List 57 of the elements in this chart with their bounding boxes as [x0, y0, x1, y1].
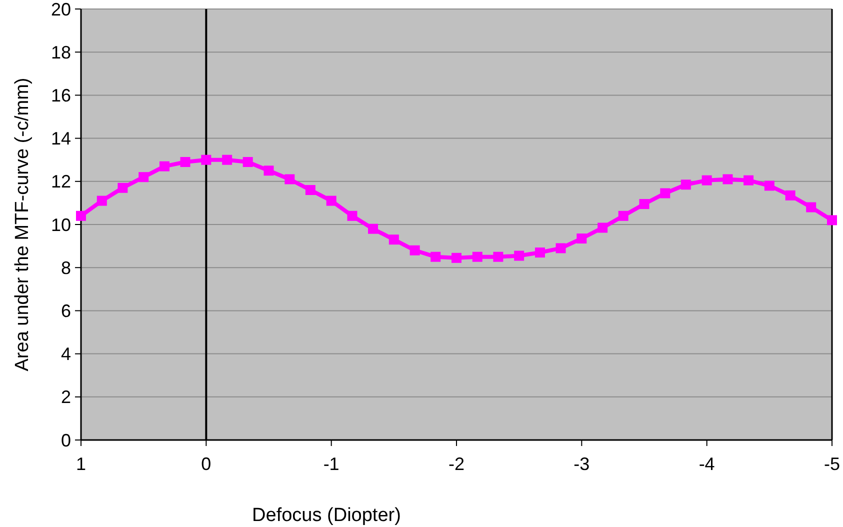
point: [326, 196, 336, 206]
x-tick-label: -5: [824, 454, 840, 474]
point: [680, 180, 691, 190]
point: [827, 215, 837, 226]
point: [305, 185, 316, 196]
y-tick-label: 20: [50, 0, 71, 20]
y-tick-label: 12: [50, 172, 71, 192]
point: [493, 252, 504, 262]
point: [556, 243, 566, 254]
x-tick-label: 1: [76, 454, 86, 474]
point: [514, 250, 524, 261]
point: [118, 182, 128, 193]
point: [744, 175, 754, 186]
point: [410, 245, 420, 256]
point: [201, 154, 212, 165]
point: [702, 175, 712, 186]
x-tick-label: -4: [698, 454, 715, 474]
y-axis-title: Area under the MTF-curve (-c/mm): [12, 78, 33, 372]
y-tick-label: 0: [60, 430, 71, 450]
point: [264, 166, 274, 176]
y-tick-label: 6: [60, 301, 71, 321]
point: [598, 222, 608, 233]
point: [764, 180, 774, 191]
x-tick-label: -3: [574, 454, 590, 474]
point: [159, 161, 170, 172]
point: [785, 190, 796, 200]
point: [452, 252, 462, 263]
y-tick-label: 14: [50, 128, 71, 149]
point: [806, 202, 816, 212]
y-tick-label: 10: [50, 214, 71, 235]
y-tick-label: 2: [60, 387, 71, 408]
point: [472, 252, 482, 262]
point: [96, 196, 107, 206]
x-tick-label: -2: [448, 454, 465, 474]
point: [576, 234, 587, 244]
x-tick-label: 0: [201, 454, 212, 474]
y-tick-label: 4: [60, 344, 71, 364]
point: [76, 210, 86, 221]
y-tick-label: 18: [50, 42, 71, 62]
point: [618, 210, 628, 221]
point: [534, 248, 545, 258]
x-tick-label: -1: [323, 454, 340, 474]
point: [180, 157, 190, 168]
y-tick-label: 16: [50, 86, 71, 106]
point: [639, 199, 650, 210]
point: [368, 224, 378, 234]
point: [138, 172, 149, 182]
point: [222, 154, 232, 165]
point: [347, 210, 358, 221]
point: [388, 234, 399, 245]
point: [660, 188, 670, 198]
y-tick-label: 8: [60, 258, 71, 278]
point: [242, 157, 253, 168]
x-axis-title: Defocus (Diopter): [252, 505, 401, 526]
point: [284, 174, 295, 184]
point: [430, 252, 441, 262]
point: [722, 174, 733, 184]
